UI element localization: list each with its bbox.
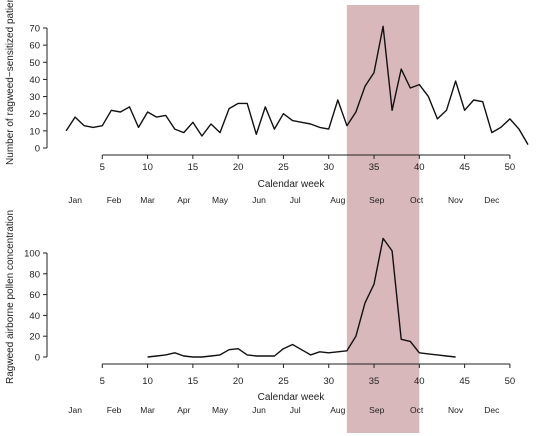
pollen-month-label: Oct xyxy=(410,405,424,415)
patients-x-tick-label: 15 xyxy=(188,162,199,173)
patients-month-label: Jul xyxy=(290,195,301,205)
pollen-panel: Ragweed airborne pollen concentration 0 2… xyxy=(5,210,515,415)
pollen-x-tick-label: 35 xyxy=(369,376,380,387)
patients-month-label: Apr xyxy=(177,195,190,205)
pollen-month-label: May xyxy=(212,405,229,415)
pollen-y-tick-label: 20 xyxy=(29,332,40,343)
patients-y-tick-label: 30 xyxy=(29,92,40,103)
patients-x-tick-label: 20 xyxy=(233,162,244,173)
pollen-y-tick-label: 60 xyxy=(29,290,40,301)
patients-y-tick-label: 40 xyxy=(29,75,40,86)
pollen-x-axis-label: Calendar week xyxy=(258,392,326,403)
patients-month-label: Mar xyxy=(140,195,155,205)
pollen-y-tick-label: 80 xyxy=(29,269,40,280)
pollen-x-tick-label: 10 xyxy=(142,376,153,387)
pollen-month-label: Jun xyxy=(252,405,266,415)
pollen-x-tick-label: 20 xyxy=(233,376,244,387)
pollen-x-tick-label: 45 xyxy=(459,376,470,387)
patients-y-tick-label: 60 xyxy=(29,41,40,52)
patients-month-label: Jun xyxy=(252,195,266,205)
pollen-month-label: Dec xyxy=(484,405,500,415)
patients-x-tick-label: 45 xyxy=(459,162,470,173)
pollen-month-label: Sep xyxy=(369,405,384,415)
patients-x-tick-label: 10 xyxy=(142,162,153,173)
pollen-month-label: Jan xyxy=(68,405,82,415)
pollen-x-tick-label: 30 xyxy=(323,376,334,387)
patients-month-label: Oct xyxy=(410,195,424,205)
pollen-y-tick-label: 100 xyxy=(24,249,40,260)
pollen-month-label: Mar xyxy=(140,405,155,415)
patients-y-axis-label: Number of ragweed−sensitized patients xyxy=(5,0,16,165)
pollen-month-label: Nov xyxy=(448,405,464,415)
pollen-x-tick-label: 40 xyxy=(414,376,425,387)
patients-x-tick-label: 25 xyxy=(278,162,289,173)
patients-month-label: Nov xyxy=(448,195,464,205)
pollen-x-tick-label: 15 xyxy=(188,376,199,387)
pollen-month-label: Feb xyxy=(107,405,122,415)
pollen-month-label: Aug xyxy=(330,405,345,415)
patients-y-tick-label: 10 xyxy=(29,126,40,137)
patients-month-label: Jan xyxy=(68,195,82,205)
patients-x-tick-label: 30 xyxy=(323,162,334,173)
pollen-x-tick-label: 50 xyxy=(505,376,516,387)
pollen-series-line xyxy=(147,237,456,358)
patients-y-tick-label: 50 xyxy=(29,58,40,69)
pollen-month-label: Apr xyxy=(177,405,190,415)
patients-y-tick-label: 70 xyxy=(29,24,40,35)
patients-y-tick-label: 20 xyxy=(29,109,40,120)
pollen-month-label: Jul xyxy=(290,405,301,415)
patients-y-tick-label: 0 xyxy=(35,144,40,155)
patients-month-label: Sep xyxy=(369,195,384,205)
patients-month-label: Feb xyxy=(107,195,122,205)
patients-month-label: Aug xyxy=(330,195,345,205)
pollen-x-tick-label: 25 xyxy=(278,376,289,387)
patients-x-tick-label: 5 xyxy=(100,162,105,173)
patients-panel: Number of ragweed−sensitized patients 0 1… xyxy=(5,0,529,205)
patients-x-tick-label: 35 xyxy=(369,162,380,173)
patients-month-label: Dec xyxy=(484,195,500,205)
patients-x-tick-label: 40 xyxy=(414,162,425,173)
pollen-y-axis-label: Ragweed airborne pollen concentration xyxy=(5,210,16,384)
patients-x-axis-label: Calendar week xyxy=(258,179,326,190)
pollen-y-tick-label: 40 xyxy=(29,311,40,322)
patients-series-line xyxy=(65,25,529,145)
pollen-y-tick-label: 0 xyxy=(35,353,40,364)
patients-x-tick-label: 50 xyxy=(505,162,516,173)
patients-month-label: May xyxy=(212,195,229,205)
pollen-x-tick-label: 5 xyxy=(100,376,105,387)
highlight-band xyxy=(346,5,420,433)
